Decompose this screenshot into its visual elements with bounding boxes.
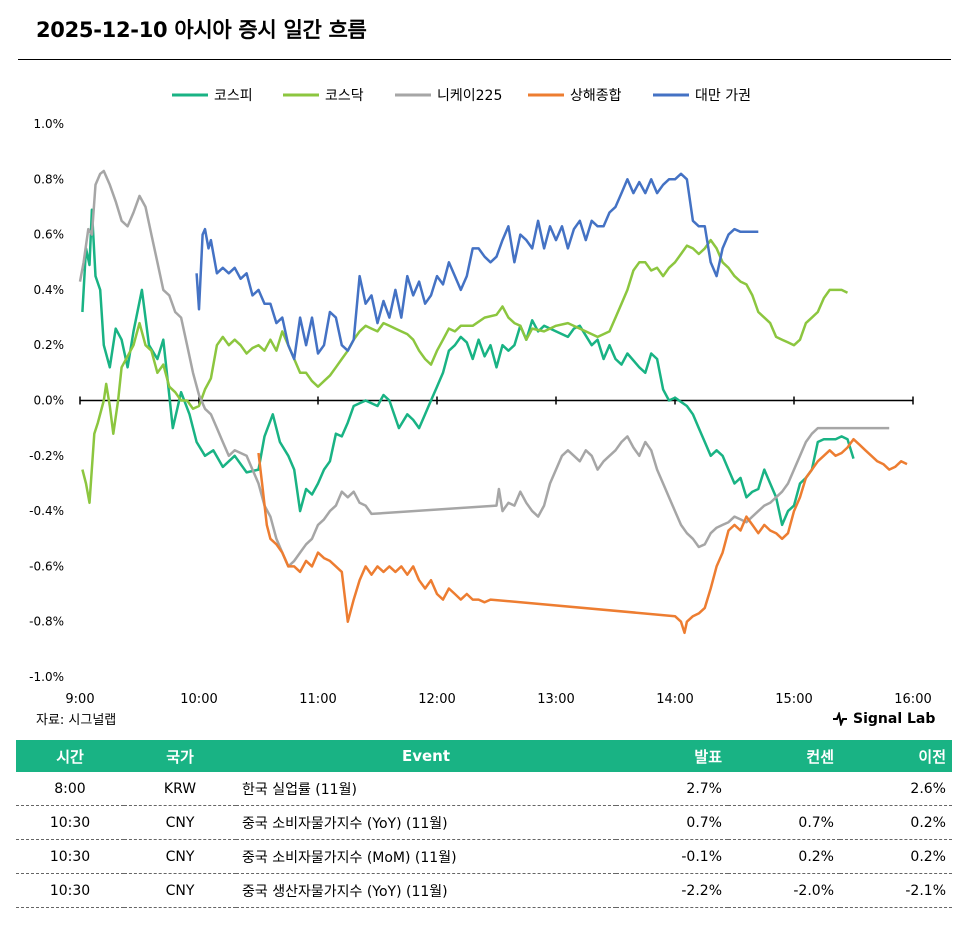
cell-actual: -0.1% bbox=[616, 839, 728, 874]
cell-country: CNY bbox=[124, 873, 236, 908]
table-row: 10:30 CNY 중국 생산자물가지수 (YoY) (11월) -2.2% -… bbox=[16, 873, 952, 908]
y-tick-label: -0.4% bbox=[29, 504, 64, 518]
x-tick-label: 13:00 bbox=[537, 692, 574, 707]
y-tick-label: -1.0% bbox=[29, 670, 64, 684]
events-table: 시간 국가 Event 발표 컨센 이전 8:00 KRW 한국 실업률 (11… bbox=[16, 740, 952, 908]
col-header-time: 시간 bbox=[16, 740, 124, 772]
legend-label: 코스닥 bbox=[325, 88, 364, 104]
legend-label: 상해종합 bbox=[570, 88, 622, 104]
y-tick-label: 0.8% bbox=[34, 172, 65, 186]
col-header-event: Event bbox=[236, 740, 616, 772]
series-line-니케이225 bbox=[78, 169, 890, 568]
series-line-대만 가권 bbox=[195, 172, 759, 361]
col-header-country: 국가 bbox=[124, 740, 236, 772]
legend-label: 코스피 bbox=[214, 88, 253, 104]
table-row: 10:30 CNY 중국 소비자물가지수 (YoY) (11월) 0.7% 0.… bbox=[16, 805, 952, 840]
cell-actual: -2.2% bbox=[616, 873, 728, 908]
table-row: 10:30 CNY 중국 소비자물가지수 (MoM) (11월) -0.1% 0… bbox=[16, 839, 952, 874]
cell-consensus: 0.2% bbox=[728, 839, 840, 874]
col-header-previous: 이전 bbox=[840, 740, 952, 772]
cell-country: CNY bbox=[124, 839, 236, 874]
page-title: 2025-12-10 아시아 증시 일간 흐름 bbox=[36, 18, 367, 42]
legend-label: 대만 가권 bbox=[695, 88, 751, 104]
events-header-row: 시간 국가 Event 발표 컨센 이전 bbox=[16, 740, 952, 772]
cell-event: 중국 소비자물가지수 (MoM) (11월) bbox=[236, 839, 616, 874]
cell-actual: 0.7% bbox=[616, 805, 728, 840]
series-line-상해종합 bbox=[257, 437, 908, 635]
y-tick-label: -0.6% bbox=[29, 559, 64, 573]
y-tick-label: -0.2% bbox=[29, 449, 64, 463]
cell-time: 10:30 bbox=[16, 873, 124, 908]
line-chart: 1.0% 0.8% 0.6% 0.4% 0.2% 0.0% -0.2% -0.4% -0.6% -… bbox=[29, 88, 932, 707]
cell-consensus: 0.7% bbox=[728, 805, 840, 840]
series-line-코스닥 bbox=[81, 238, 849, 505]
legend-label: 니케이225 bbox=[437, 88, 502, 104]
cell-previous: 2.6% bbox=[840, 772, 952, 806]
cell-consensus: -2.0% bbox=[728, 873, 840, 908]
y-tick-label: 1.0% bbox=[34, 117, 65, 131]
col-header-actual: 발표 bbox=[616, 740, 728, 772]
brand: Signal Lab bbox=[832, 711, 935, 727]
cell-country: CNY bbox=[124, 805, 236, 840]
cell-previous: 0.2% bbox=[840, 839, 952, 874]
brand-label: Signal Lab bbox=[853, 711, 936, 727]
cell-previous: -2.1% bbox=[840, 873, 952, 908]
cell-time: 8:00 bbox=[16, 772, 124, 806]
x-tick-label: 9:00 bbox=[65, 692, 94, 707]
y-tick-label: 0.0% bbox=[34, 394, 65, 408]
y-tick-label: -0.8% bbox=[29, 615, 64, 629]
x-tick-label: 10:00 bbox=[180, 692, 217, 707]
cell-event: 중국 소비자물가지수 (YoY) (11월) bbox=[236, 805, 616, 840]
cell-time: 10:30 bbox=[16, 805, 124, 840]
source-note: 자료: 시그널랩 bbox=[36, 713, 117, 728]
y-tick-label: 0.6% bbox=[34, 228, 65, 242]
cell-country: KRW bbox=[124, 772, 236, 806]
cell-actual: 2.7% bbox=[616, 772, 728, 806]
cell-event: 한국 실업률 (11월) bbox=[236, 772, 616, 806]
title-divider bbox=[18, 59, 951, 60]
x-tick-label: 15:00 bbox=[775, 692, 812, 707]
x-tick-label: 12:00 bbox=[418, 692, 455, 707]
x-tick-label: 14:00 bbox=[656, 692, 693, 707]
x-tick-label: 11:00 bbox=[299, 692, 336, 707]
x-tick-label: 16:00 bbox=[894, 692, 931, 707]
y-tick-label: 0.4% bbox=[34, 283, 65, 297]
cell-consensus bbox=[728, 772, 840, 806]
cell-time: 10:30 bbox=[16, 839, 124, 874]
series-line-코스피 bbox=[81, 208, 855, 527]
cell-previous: 0.2% bbox=[840, 805, 952, 840]
signal-icon bbox=[833, 712, 847, 726]
cell-event: 중국 생산자물가지수 (YoY) (11월) bbox=[236, 873, 616, 908]
y-tick-label: 0.2% bbox=[34, 338, 65, 352]
table-row: 8:00 KRW 한국 실업률 (11월) 2.7% 2.6% bbox=[16, 772, 952, 806]
col-header-consensus: 컨센 bbox=[728, 740, 840, 772]
